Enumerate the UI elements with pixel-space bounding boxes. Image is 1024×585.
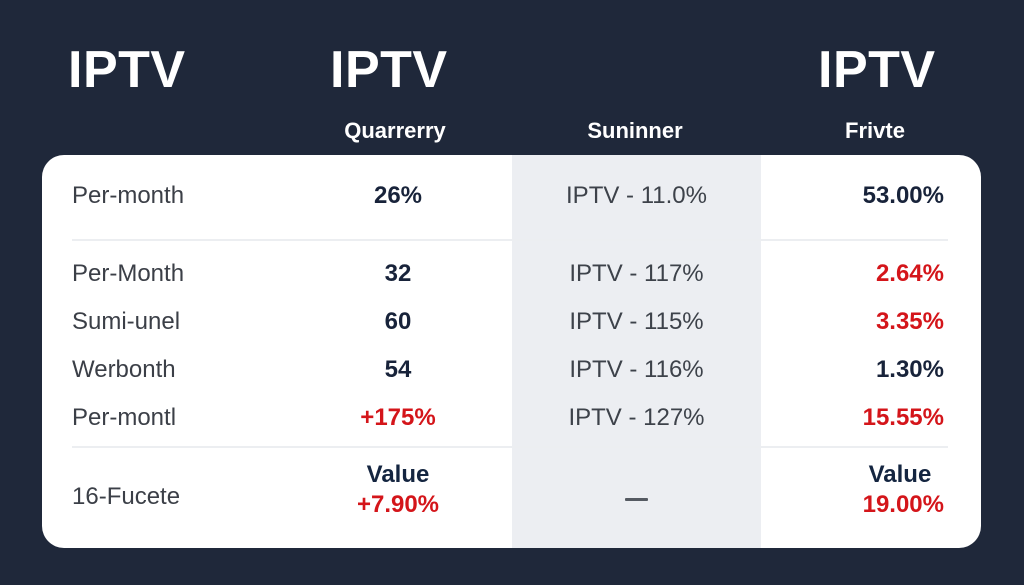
- empty-value-dash: [625, 498, 648, 501]
- table-row: Per-Month 32 IPTV - 117% 2.64%: [42, 254, 981, 294]
- brand-title-left: IPTV: [68, 41, 186, 99]
- frivte-value: 15.55%: [862, 404, 944, 431]
- quarrerry-value: +175%: [360, 404, 436, 431]
- quarrerry-value: 60: [384, 308, 412, 335]
- suninner-value: IPTV - 115%: [569, 308, 704, 335]
- suninner-value: IPTV - 116%: [569, 356, 704, 383]
- footer-row-label: 16-Fucete: [72, 483, 181, 510]
- column-header-suninner: Suninner: [587, 118, 683, 143]
- highlighted-column-background: [512, 155, 761, 548]
- frivte-value: 53.00%: [862, 182, 944, 209]
- row-label: Sumi-unel: [72, 308, 181, 335]
- frivte-value: 2.64%: [875, 260, 944, 287]
- table-row: Per-montl +175% IPTV - 127% 15.55%: [42, 398, 981, 438]
- brand-title-center: IPTV: [330, 41, 448, 99]
- quarrerry-footer-value: Value +7.90%: [312, 460, 484, 520]
- quarrerry-value: 26%: [373, 182, 423, 209]
- comparison-table-card: Per-month 26% IPTV - 11.0% 53.00% Per-Mo…: [42, 155, 981, 548]
- row-label: Per-montl: [72, 404, 177, 431]
- suninner-value: IPTV - 11.0%: [566, 182, 707, 209]
- table-row: Per-month 26% IPTV - 11.0% 53.00%: [42, 176, 981, 216]
- frivte-value: 3.35%: [875, 308, 944, 335]
- frivte-footer-value: Value 19.00%: [863, 460, 944, 520]
- row-divider: [72, 446, 948, 448]
- suninner-value: IPTV - 117%: [569, 260, 704, 287]
- value-caption: Value: [868, 461, 932, 488]
- row-divider: [72, 239, 948, 241]
- frivte-value: 1.30%: [875, 356, 944, 383]
- row-label: Werbonth: [72, 356, 176, 383]
- quarrerry-value: 32: [384, 260, 412, 287]
- table-row: Werbonth 54 IPTV - 116% 1.30%: [42, 350, 981, 390]
- quarrerry-value: 54: [384, 356, 412, 383]
- column-header-quarrerry: Quarrerry: [344, 118, 446, 143]
- suninner-value: IPTV - 127%: [568, 404, 705, 431]
- brand-title-right: IPTV: [818, 41, 936, 99]
- table-row: Sumi-unel 60 IPTV - 115% 3.35%: [42, 302, 981, 342]
- row-label: Per-month: [72, 182, 185, 209]
- column-header-frivte: Frivte: [845, 118, 905, 143]
- value-number: 19.00%: [862, 491, 944, 518]
- row-label: Per-Month: [72, 260, 185, 287]
- value-number: +7.90%: [356, 491, 440, 518]
- value-caption: Value: [366, 461, 430, 488]
